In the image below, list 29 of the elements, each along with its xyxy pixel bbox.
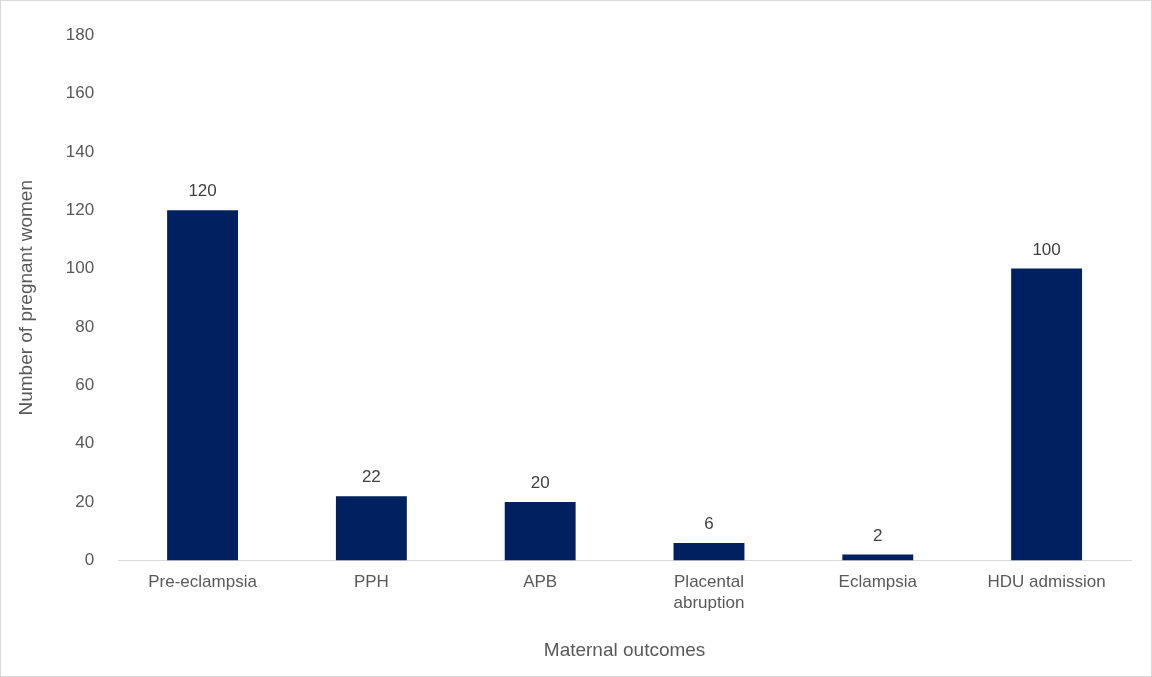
y-tick-label: 160	[65, 83, 95, 103]
data-label: 100	[1032, 239, 1061, 259]
y-tick-label: 140	[65, 141, 95, 161]
data-label: 6	[704, 514, 714, 534]
bar	[504, 502, 576, 561]
bar	[1011, 268, 1083, 561]
data-label: 120	[188, 181, 217, 201]
y-tick-label: 180	[65, 24, 95, 44]
data-label: 22	[361, 467, 381, 487]
data-label: 20	[530, 473, 550, 493]
x-tick-label: APB	[523, 572, 558, 592]
data-label: 2	[873, 525, 883, 545]
bar	[167, 210, 239, 561]
y-tick-label: 60	[75, 375, 95, 395]
x-tick-label: Placental abruption	[673, 572, 745, 612]
y-tick-label: 80	[75, 316, 95, 336]
y-tick-label: 40	[75, 433, 95, 453]
x-tick-label: Pre-eclampsia	[148, 572, 258, 592]
y-tick-label: 120	[65, 199, 95, 219]
x-axis-title: Maternal outcomes	[543, 638, 706, 660]
x-tick-label: HDU admission	[987, 572, 1106, 592]
y-tick-label: 20	[75, 491, 95, 511]
bar	[335, 496, 407, 561]
y-tick-label: 0	[84, 550, 95, 570]
x-tick-label: Eclampsia	[838, 572, 918, 592]
x-tick-label: PPH	[353, 572, 389, 592]
y-tick-label: 100	[65, 258, 95, 278]
y-axis-title: Number of pregnant women	[14, 180, 36, 416]
bar	[673, 542, 745, 561]
